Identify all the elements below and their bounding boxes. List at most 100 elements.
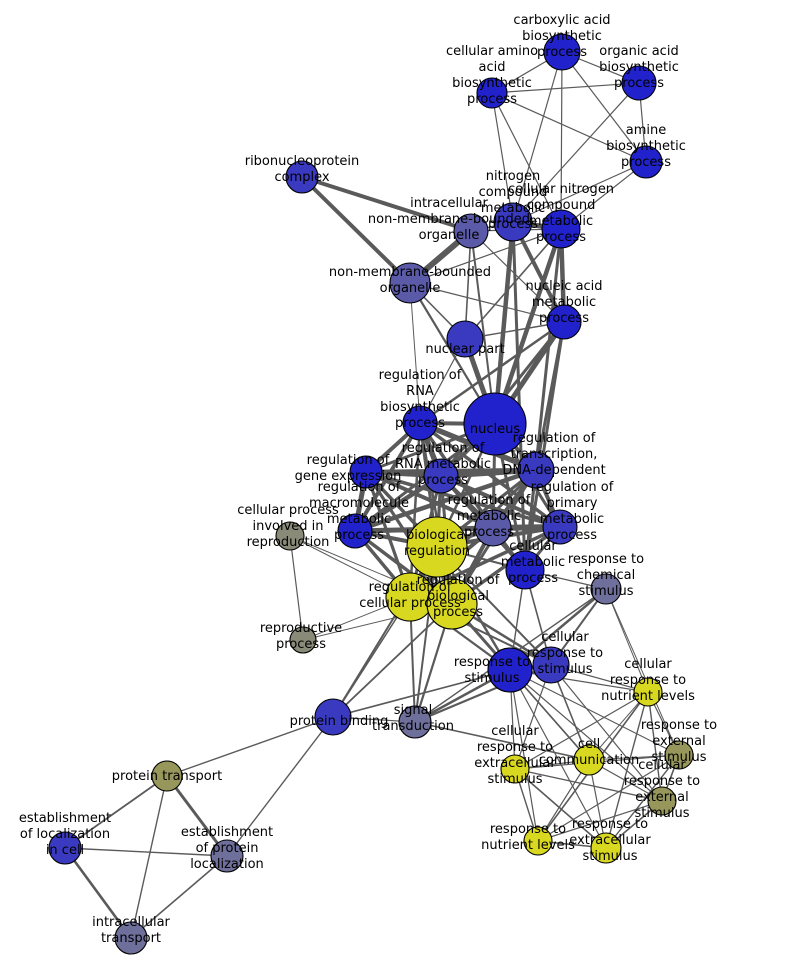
graph-edge bbox=[332, 603, 453, 718]
graph-node[interactable] bbox=[664, 740, 694, 770]
graph-node-label: establishment of localization in cell bbox=[19, 811, 111, 858]
graph-edge bbox=[470, 230, 496, 425]
nodes-layer bbox=[48, 33, 694, 955]
graph-node[interactable] bbox=[337, 513, 373, 549]
graph-edge bbox=[561, 51, 647, 163]
graph-edge bbox=[491, 92, 647, 163]
graph-edge bbox=[300, 175, 473, 233]
graph-edge bbox=[605, 754, 680, 849]
graph-edge bbox=[550, 664, 663, 802]
graph-node-label: organic acid biosynthetic process bbox=[599, 44, 679, 91]
graph-node-label: response to nutrient levels bbox=[481, 822, 575, 853]
graph-node-label: intracellular non-membrane-bounded organel… bbox=[368, 196, 530, 243]
graph-edge bbox=[130, 775, 168, 939]
graph-node-label: ribonucleoprotein complex bbox=[245, 154, 360, 185]
graph-node[interactable] bbox=[476, 77, 508, 109]
graph-edge bbox=[537, 759, 590, 842]
graph-node[interactable] bbox=[590, 573, 622, 605]
graph-edge bbox=[418, 320, 566, 425]
graph-node[interactable] bbox=[633, 677, 663, 707]
graph-node[interactable] bbox=[474, 509, 512, 547]
graph-node[interactable] bbox=[285, 160, 319, 194]
graph-node[interactable] bbox=[541, 209, 581, 249]
graph-edge bbox=[165, 774, 229, 858]
graph-node[interactable] bbox=[505, 550, 545, 590]
graph-node[interactable] bbox=[402, 405, 438, 441]
graph-node-label: protein binding bbox=[290, 714, 389, 729]
graph-node-label: cellular nitrogen compound metabolic proces… bbox=[508, 182, 614, 245]
graph-edge bbox=[605, 588, 680, 756]
graph-node-label: protein transport bbox=[112, 769, 222, 784]
graph-node[interactable] bbox=[406, 516, 468, 578]
graph-node[interactable] bbox=[423, 458, 459, 494]
graph-node[interactable] bbox=[349, 455, 383, 489]
graph-edge bbox=[409, 228, 562, 284]
graph-node-label: signal transduction bbox=[372, 703, 454, 734]
graph-node[interactable] bbox=[446, 320, 484, 358]
graph-edge bbox=[605, 691, 649, 849]
graph-node-label: response to stimulus bbox=[454, 655, 530, 686]
graph-node[interactable] bbox=[621, 65, 657, 101]
graph-node[interactable] bbox=[647, 786, 677, 816]
graph-node[interactable] bbox=[573, 744, 605, 776]
graph-edge bbox=[464, 228, 562, 340]
graph-node-label: cell communication bbox=[539, 737, 640, 768]
graph-node[interactable] bbox=[275, 521, 305, 551]
graph-node[interactable] bbox=[453, 213, 489, 249]
graph-node[interactable] bbox=[487, 647, 533, 693]
graph-node[interactable] bbox=[532, 646, 570, 684]
graph-edge bbox=[491, 92, 514, 223]
graph-node[interactable] bbox=[517, 451, 555, 489]
graph-node-label: cellular metabolic process bbox=[501, 539, 565, 586]
graph-edge bbox=[605, 588, 649, 693]
graph-node[interactable] bbox=[463, 392, 527, 456]
graph-edge bbox=[514, 691, 649, 770]
graph-edge bbox=[514, 768, 607, 849]
graph-node-label: cellular response to external stimulus bbox=[624, 758, 700, 821]
graph-node[interactable] bbox=[289, 626, 317, 654]
graph-edge bbox=[409, 282, 421, 424]
graph-node[interactable] bbox=[500, 754, 530, 784]
graph-edge bbox=[537, 754, 680, 842]
graph-node[interactable] bbox=[151, 760, 183, 792]
graph-node[interactable] bbox=[546, 304, 582, 340]
graph-edge bbox=[509, 669, 663, 802]
graph-node[interactable] bbox=[523, 826, 553, 856]
graph-node[interactable] bbox=[590, 832, 622, 864]
graph-node-label: response to external stimulus bbox=[641, 718, 717, 765]
graph-node-label: carboxylic acid biosynthetic process bbox=[513, 13, 610, 60]
graph-node[interactable] bbox=[48, 831, 82, 865]
graph-node[interactable] bbox=[543, 33, 581, 71]
graph-edge bbox=[352, 467, 539, 534]
graph-node-label: regulation of cellular process bbox=[359, 580, 461, 611]
graph-edge bbox=[647, 691, 663, 802]
graph-node[interactable] bbox=[629, 145, 663, 179]
graph-edge bbox=[289, 535, 304, 641]
graph-node-label: nitrogen compound metabolic process bbox=[479, 169, 548, 232]
graph-edge bbox=[560, 51, 563, 230]
graph-node[interactable] bbox=[493, 202, 533, 242]
graph-node-label: regulation of biological process bbox=[417, 573, 500, 620]
graph-node[interactable] bbox=[210, 839, 244, 873]
graph-node[interactable] bbox=[398, 705, 432, 739]
graph-edge bbox=[537, 800, 663, 842]
graph-node[interactable] bbox=[426, 578, 478, 630]
graph-node-label: non-membrane-bounded organelle bbox=[329, 265, 491, 296]
graph-node-label: intracellular transport bbox=[92, 915, 170, 946]
graph-node[interactable] bbox=[542, 509, 578, 545]
graph-node-label: cellular amino acid biosynthetic process bbox=[446, 44, 538, 107]
graph-edge bbox=[514, 768, 663, 802]
graph-edge bbox=[509, 669, 607, 849]
graph-node[interactable] bbox=[314, 698, 352, 736]
graph-node-label: nucleic acid metabolic process bbox=[525, 279, 602, 326]
graph-edge bbox=[439, 474, 562, 529]
graph-node-label: nuclear part bbox=[425, 342, 504, 357]
graph-edge bbox=[409, 282, 565, 323]
graph-node[interactable] bbox=[114, 921, 148, 955]
graph-node[interactable] bbox=[389, 262, 431, 304]
graph-edge bbox=[364, 470, 562, 529]
graph-node-label: cellular response to nutrient levels bbox=[601, 657, 695, 704]
graph-edge bbox=[492, 219, 516, 427]
